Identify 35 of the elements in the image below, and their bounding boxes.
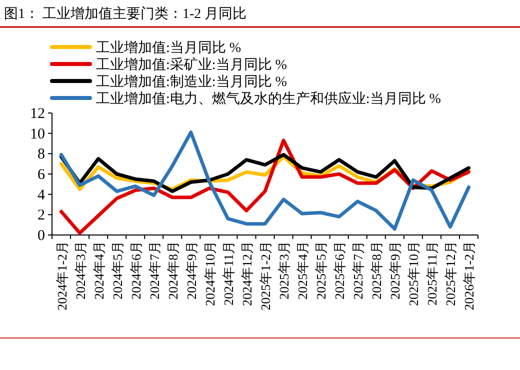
y-tick-label: 10 — [30, 126, 45, 142]
x-tick-label: 2025年3月 — [276, 241, 292, 300]
x-tick-label: 2025年7月 — [350, 241, 366, 300]
legend-label: 工业增加值:采矿业:当月同比 % — [96, 57, 288, 73]
x-tick-label: 2024年11月 — [220, 241, 236, 306]
x-tick-label: 2026年1-2月 — [462, 241, 477, 310]
x-tick-label: 2024年3月 — [72, 241, 88, 300]
y-tick-label: 0 — [38, 228, 45, 244]
x-tick-label: 2025年4月 — [295, 241, 310, 300]
x-tick-label: 2025年11月 — [424, 241, 440, 306]
x-tick-label: 2024年1-2月 — [54, 241, 70, 310]
y-tick-label: 4 — [38, 187, 46, 204]
x-tick-label: 2024年12月 — [239, 241, 254, 306]
legend-label: 工业增加值:电力、燃气及水的生产和供应业:当月同比 % — [96, 91, 442, 107]
x-tick-label: 2025年10月 — [406, 241, 422, 306]
y-tick-label: 12 — [30, 106, 45, 122]
x-tick-label: 2025年6月 — [332, 241, 348, 300]
x-tick-label: 2024年9月 — [184, 241, 199, 300]
x-tick-label: 2025年1-2月 — [258, 241, 273, 310]
x-tick-label: 2024年7月 — [146, 241, 162, 300]
y-tick-label: 2 — [38, 208, 45, 224]
x-tick-label: 2025年9月 — [388, 241, 403, 300]
x-tick-label: 2025年8月 — [369, 241, 384, 300]
x-tick-label: 2025年12月 — [443, 241, 458, 306]
legend-label: 工业增加值:当月同比 % — [96, 40, 242, 56]
x-tick-label: 2024年8月 — [165, 241, 180, 300]
x-tick-label: 2024年10月 — [202, 241, 218, 306]
y-tick-label: 8 — [38, 146, 45, 163]
x-tick-label: 2025年5月 — [314, 241, 329, 300]
chart-title: 图1： 工业增加值主要门类：1-2 月同比 — [4, 6, 247, 22]
x-tick-label: 2024年6月 — [128, 241, 144, 300]
x-tick-label: 2024年4月 — [91, 241, 106, 300]
x-tick-label: 2024年5月 — [110, 241, 125, 300]
legend-label: 工业增加值:制造业:当月同比 % — [96, 74, 288, 90]
y-tick-label: 6 — [38, 167, 46, 183]
